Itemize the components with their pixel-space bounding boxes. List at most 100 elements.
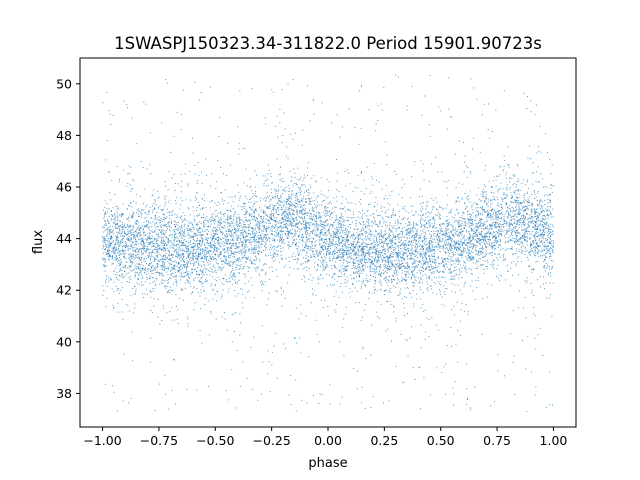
data-point	[544, 270, 546, 272]
data-point	[143, 248, 145, 250]
data-point	[535, 248, 537, 250]
data-point	[300, 223, 302, 225]
data-point	[229, 215, 231, 217]
data-point	[364, 231, 366, 233]
data-point	[301, 399, 303, 401]
data-point	[304, 176, 306, 178]
data-point	[451, 278, 453, 280]
data-point	[532, 204, 534, 206]
data-point	[421, 266, 423, 268]
data-point	[165, 287, 167, 289]
data-point	[206, 269, 208, 271]
data-point	[388, 291, 390, 293]
data-point	[157, 207, 159, 209]
data-point	[536, 226, 538, 228]
data-point	[487, 238, 489, 240]
data-point	[113, 391, 115, 393]
data-point	[245, 260, 247, 262]
data-point	[323, 269, 325, 271]
data-point	[419, 248, 421, 250]
data-point	[482, 248, 484, 250]
data-point	[211, 216, 213, 218]
data-point	[414, 161, 416, 163]
data-point	[440, 225, 442, 227]
data-point	[370, 262, 372, 264]
data-point	[443, 250, 445, 252]
data-point	[244, 246, 246, 248]
data-point	[199, 228, 201, 230]
data-point	[102, 294, 104, 296]
data-point	[345, 228, 347, 230]
data-point	[244, 251, 246, 253]
data-point	[134, 276, 136, 278]
data-point	[229, 234, 231, 236]
data-point	[286, 216, 288, 218]
data-point	[431, 254, 433, 256]
data-point	[317, 254, 319, 256]
data-point	[174, 213, 176, 215]
data-point	[354, 253, 356, 255]
data-point	[155, 266, 157, 268]
data-point	[219, 219, 221, 221]
data-point	[425, 253, 427, 255]
data-point	[216, 215, 218, 217]
data-point	[505, 222, 507, 224]
data-point	[469, 222, 471, 224]
data-point	[454, 232, 456, 234]
data-point	[285, 208, 287, 210]
data-point	[231, 247, 233, 249]
data-point	[286, 146, 288, 148]
data-point	[531, 271, 533, 273]
data-point	[292, 193, 294, 195]
data-point	[422, 267, 424, 269]
data-point	[514, 199, 516, 201]
data-point	[142, 253, 144, 255]
data-point	[278, 213, 280, 215]
data-point	[270, 210, 272, 212]
data-point	[230, 276, 232, 278]
data-point	[235, 269, 237, 271]
data-point	[500, 233, 502, 235]
data-point	[313, 233, 315, 235]
data-point	[513, 192, 515, 194]
data-point	[104, 236, 106, 238]
data-point	[200, 234, 202, 236]
data-point	[121, 270, 123, 272]
data-point	[248, 280, 250, 282]
data-point	[543, 261, 545, 263]
data-point	[329, 214, 331, 216]
data-point	[170, 254, 172, 256]
data-point	[102, 257, 104, 259]
data-point	[524, 239, 526, 241]
data-point	[240, 206, 242, 208]
data-point	[443, 271, 445, 273]
data-point	[419, 251, 421, 253]
data-point	[471, 220, 473, 222]
data-point	[112, 241, 114, 243]
data-point	[324, 222, 326, 224]
data-point	[199, 243, 200, 245]
data-point	[330, 241, 332, 243]
data-point	[230, 226, 232, 228]
data-point	[478, 231, 480, 233]
data-point	[531, 248, 533, 250]
data-point	[352, 211, 354, 213]
data-point	[392, 214, 394, 216]
data-point	[181, 259, 183, 261]
data-point	[373, 222, 375, 224]
data-point	[239, 272, 240, 274]
data-point	[497, 199, 499, 201]
data-point	[147, 257, 149, 259]
data-point	[162, 305, 164, 307]
data-point	[379, 238, 381, 240]
data-point	[132, 179, 134, 181]
data-point	[245, 209, 247, 211]
data-point	[445, 252, 447, 254]
data-point	[163, 225, 165, 227]
data-point	[144, 211, 146, 213]
data-point	[126, 226, 128, 228]
data-point	[550, 243, 552, 245]
data-point	[491, 199, 493, 201]
data-point	[301, 239, 303, 241]
data-point	[412, 242, 414, 244]
